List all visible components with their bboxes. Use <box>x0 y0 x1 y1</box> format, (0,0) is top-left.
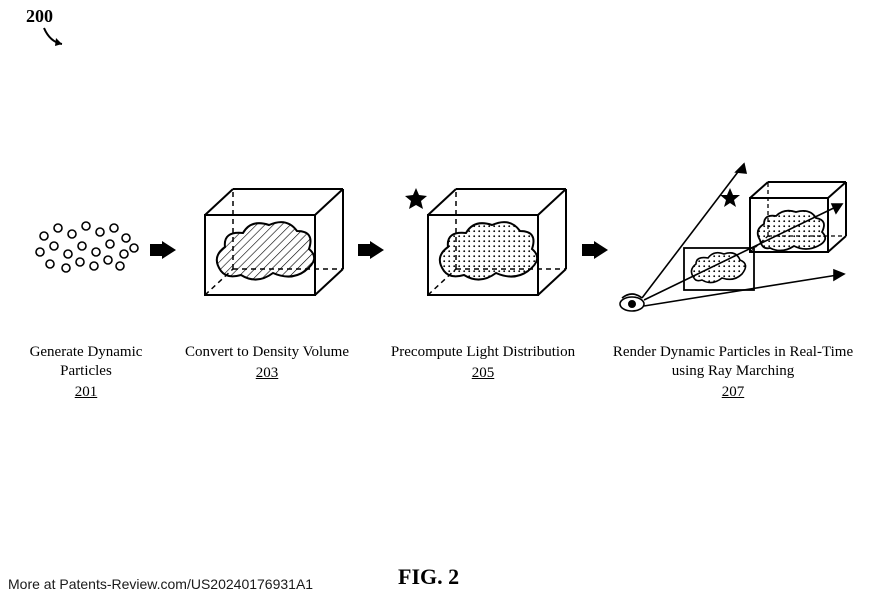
footer-source-note: More at Patents-Review.com/US20240176931… <box>8 576 313 592</box>
flow-arrow-icon <box>356 165 386 259</box>
caption-line: Precompute Light Distribution <box>391 344 575 360</box>
caption-line: using Ray Marching <box>672 363 794 379</box>
stage-ref-number: 201 <box>30 383 143 402</box>
stage-generate-particles: Generate Dynamic Particles 201 <box>24 165 148 401</box>
figure-reference-number: 200 <box>26 6 53 27</box>
stage-caption: Generate Dynamic Particles 201 <box>30 343 143 401</box>
flow-arrow-icon <box>148 165 178 259</box>
flow-arrow-icon <box>580 165 610 259</box>
process-stages-row: Generate Dynamic Particles 201 <box>0 165 880 401</box>
patent-figure-page: 200 <box>0 0 880 616</box>
caption-line: Particles <box>60 363 112 379</box>
density-volume-illustration <box>187 165 347 325</box>
stage-caption: Precompute Light Distribution 205 <box>391 343 575 383</box>
ray-marching-illustration <box>618 165 848 325</box>
stage-caption: Render Dynamic Particles in Real-Time us… <box>613 343 853 401</box>
stage-ref-number: 205 <box>391 364 575 383</box>
stage-ray-marching: Render Dynamic Particles in Real-Time us… <box>610 165 856 401</box>
caption-line: Generate Dynamic <box>30 344 143 360</box>
stage-ref-number: 207 <box>613 383 853 402</box>
light-distribution-illustration <box>398 165 568 325</box>
stage-light-distribution: Precompute Light Distribution 205 <box>386 165 580 383</box>
stage-ref-number: 203 <box>185 364 349 383</box>
caption-line: Convert to Density Volume <box>185 344 349 360</box>
stage-caption: Convert to Density Volume 203 <box>185 343 349 383</box>
stage-density-volume: Convert to Density Volume 203 <box>178 165 356 383</box>
reference-arrow-icon <box>42 26 68 50</box>
particles-illustration <box>26 165 146 325</box>
figure-label: FIG. 2 <box>398 564 459 590</box>
caption-line: Render Dynamic Particles in Real-Time <box>613 344 853 360</box>
